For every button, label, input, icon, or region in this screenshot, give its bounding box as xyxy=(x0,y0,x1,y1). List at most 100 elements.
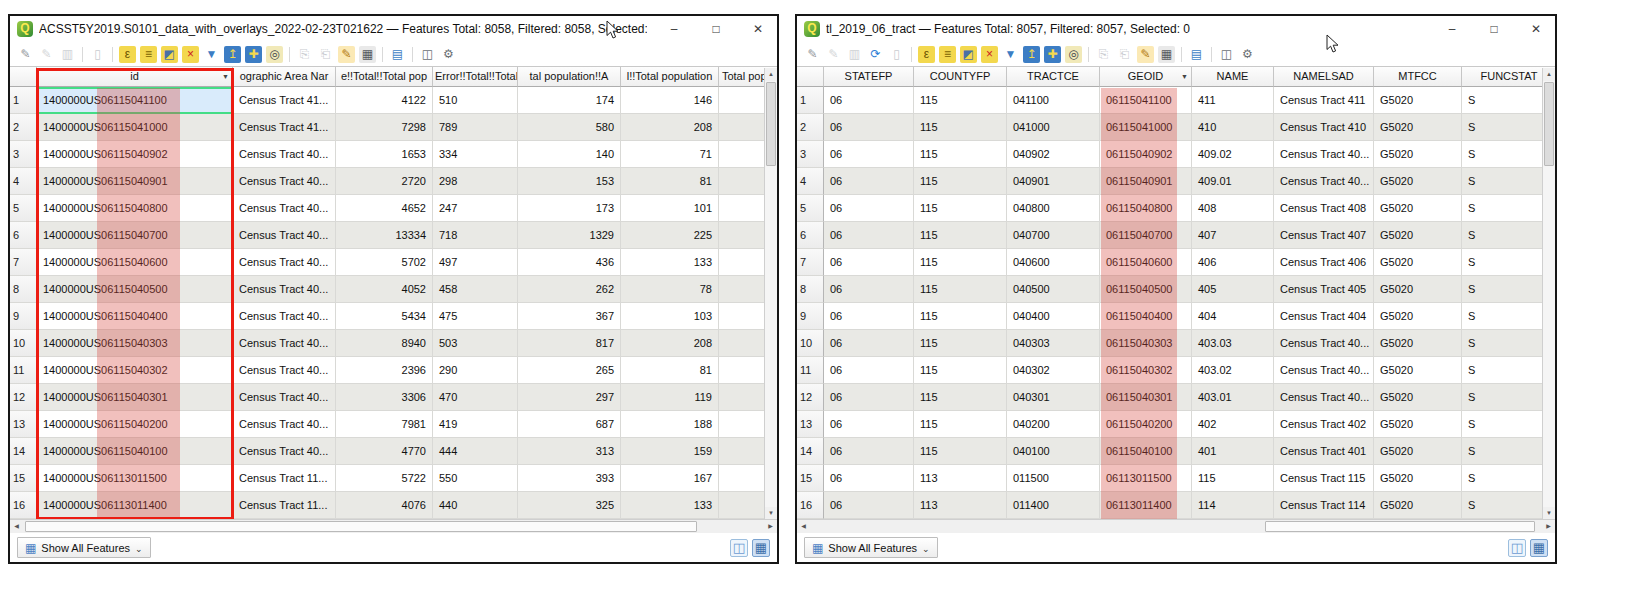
toggle-multiedit-icon[interactable]: ✎ xyxy=(825,46,842,63)
scroll-up-arrow-icon[interactable]: ▲ xyxy=(1543,68,1555,81)
titlebar[interactable]: Q ACSST5Y2019.S0101_data_with_overlays_2… xyxy=(10,16,777,42)
cell[interactable]: 167 xyxy=(621,465,719,492)
cell[interactable]: 06 xyxy=(824,303,914,330)
cell[interactable]: 041100 xyxy=(1007,87,1100,114)
cell[interactable]: Census Tract 40... xyxy=(233,195,336,222)
edit-expression-icon[interactable]: ✎ xyxy=(338,46,355,63)
cell[interactable]: 06115040800 xyxy=(1100,195,1192,222)
cell[interactable]: Census Tract 40... xyxy=(233,330,336,357)
cell[interactable]: G5020 xyxy=(1374,384,1462,411)
cell[interactable]: 503 xyxy=(433,330,518,357)
cell[interactable]: Census Tract 40... xyxy=(233,168,336,195)
close-button[interactable]: ✕ xyxy=(743,22,773,36)
cell[interactable]: 146 xyxy=(621,87,719,114)
row-number[interactable]: 1 xyxy=(797,87,824,114)
field-calculator-icon[interactable]: ▦ xyxy=(359,46,376,63)
cell[interactable]: 115 xyxy=(914,87,1007,114)
cell[interactable]: G5020 xyxy=(1374,141,1462,168)
cell[interactable]: 402 xyxy=(1192,411,1274,438)
cell[interactable]: 410 xyxy=(1192,114,1274,141)
cell[interactable]: 06 xyxy=(824,411,914,438)
row-number[interactable]: 1 xyxy=(10,87,37,114)
scroll-left-arrow-icon[interactable]: ◀ xyxy=(797,520,810,533)
cell[interactable]: 06115040902 xyxy=(1100,141,1192,168)
cell[interactable]: 1400000US06113011500 xyxy=(37,465,233,492)
row-number-header[interactable] xyxy=(10,67,37,87)
horizontal-scrollbar[interactable]: ◀ ▶ xyxy=(10,519,777,533)
cell[interactable]: 7981 xyxy=(336,411,433,438)
cell[interactable]: G5020 xyxy=(1374,276,1462,303)
deselect-all-icon[interactable]: × xyxy=(182,46,199,63)
cell[interactable]: Census Tract 40... xyxy=(233,141,336,168)
cell[interactable]: 408 xyxy=(1192,195,1274,222)
cell[interactable]: 409.01 xyxy=(1192,168,1274,195)
column-header-ographic-area-nar[interactable]: ographic Area Nar xyxy=(233,67,336,87)
cell[interactable]: 040302 xyxy=(1007,357,1100,384)
row-number[interactable]: 15 xyxy=(10,465,37,492)
titlebar[interactable]: Q tl_2019_06_tract — Features Total: 805… xyxy=(797,16,1555,42)
cell[interactable]: 115 xyxy=(914,114,1007,141)
cell[interactable]: 4052 xyxy=(336,276,433,303)
cell[interactable]: 06 xyxy=(824,492,914,519)
scroll-track[interactable] xyxy=(765,167,777,507)
cell[interactable]: Census Tract 41... xyxy=(233,114,336,141)
cell[interactable]: 115 xyxy=(914,141,1007,168)
cell[interactable]: Census Tract 40... xyxy=(1274,357,1374,384)
column-header-namelsad[interactable]: NAMELSAD xyxy=(1274,67,1374,87)
column-header-mtfcc[interactable]: MTFCC xyxy=(1374,67,1462,87)
cell[interactable]: 06115041000 xyxy=(1100,114,1192,141)
cell[interactable]: Census Tract 402 xyxy=(1274,411,1374,438)
table-view-icon[interactable]: ▦ xyxy=(1530,539,1548,557)
cell[interactable]: 208 xyxy=(621,114,719,141)
cell[interactable]: Census Tract 40... xyxy=(233,357,336,384)
cell[interactable]: 436 xyxy=(518,249,621,276)
row-number[interactable]: 13 xyxy=(797,411,824,438)
cell[interactable]: 06115040700 xyxy=(1100,222,1192,249)
cell[interactable]: 011400 xyxy=(1007,492,1100,519)
cell[interactable]: 140 xyxy=(518,141,621,168)
cell[interactable]: 040500 xyxy=(1007,276,1100,303)
cell[interactable]: 06 xyxy=(824,276,914,303)
scroll-track[interactable] xyxy=(1543,167,1555,507)
cell[interactable]: 06115040301 xyxy=(1100,384,1192,411)
form-view-icon[interactable]: ◫ xyxy=(1508,539,1526,557)
cell[interactable]: 81 xyxy=(621,357,719,384)
row-number[interactable]: 4 xyxy=(10,168,37,195)
cell[interactable]: 290 xyxy=(433,357,518,384)
cell[interactable]: 2396 xyxy=(336,357,433,384)
row-number[interactable]: 5 xyxy=(797,195,824,222)
vertical-scroll-thumb[interactable] xyxy=(766,82,776,166)
cell[interactable]: G5020 xyxy=(1374,249,1462,276)
row-number[interactable]: 6 xyxy=(797,222,824,249)
cell[interactable]: 06 xyxy=(824,87,914,114)
cell[interactable]: 8940 xyxy=(336,330,433,357)
edit-expression-icon[interactable]: ✎ xyxy=(1137,46,1154,63)
cell[interactable]: 115 xyxy=(914,276,1007,303)
invert-selection-icon[interactable]: ◩ xyxy=(960,46,977,63)
horizontal-scrollbar[interactable]: ◀ ▶ xyxy=(797,519,1555,533)
cell[interactable]: 5722 xyxy=(336,465,433,492)
vertical-scroll-thumb[interactable] xyxy=(1544,82,1554,166)
cell[interactable]: 1400000US06115040301 xyxy=(37,384,233,411)
cell[interactable]: 407 xyxy=(1192,222,1274,249)
paste-features-icon[interactable]: ▯ xyxy=(89,46,106,63)
cell[interactable]: 133 xyxy=(621,249,719,276)
cell[interactable]: 475 xyxy=(433,303,518,330)
cell[interactable]: 1400000US06115041000 xyxy=(37,114,233,141)
cell[interactable]: Census Tract 40... xyxy=(233,249,336,276)
toggle-editing-icon[interactable]: ✎ xyxy=(17,46,34,63)
row-number-header[interactable] xyxy=(797,67,824,87)
column-header-tractce[interactable]: TRACTCE xyxy=(1007,67,1100,87)
scroll-right-arrow-icon[interactable]: ▶ xyxy=(764,520,777,533)
cell[interactable]: 497 xyxy=(433,249,518,276)
column-header-tal-population-a[interactable]: tal population!!A xyxy=(518,67,621,87)
cell[interactable]: 580 xyxy=(518,114,621,141)
column-header-error-total-total-p[interactable]: Error!!Total!!Total p xyxy=(433,67,518,87)
pan-to-selection-icon[interactable]: ✚ xyxy=(1044,46,1061,63)
cell[interactable]: 06 xyxy=(824,384,914,411)
cell[interactable]: 06115040302 xyxy=(1100,357,1192,384)
cell[interactable]: 367 xyxy=(518,303,621,330)
cell[interactable]: 1400000US06115040302 xyxy=(37,357,233,384)
row-number[interactable]: 5 xyxy=(10,195,37,222)
row-number[interactable]: 16 xyxy=(10,492,37,519)
